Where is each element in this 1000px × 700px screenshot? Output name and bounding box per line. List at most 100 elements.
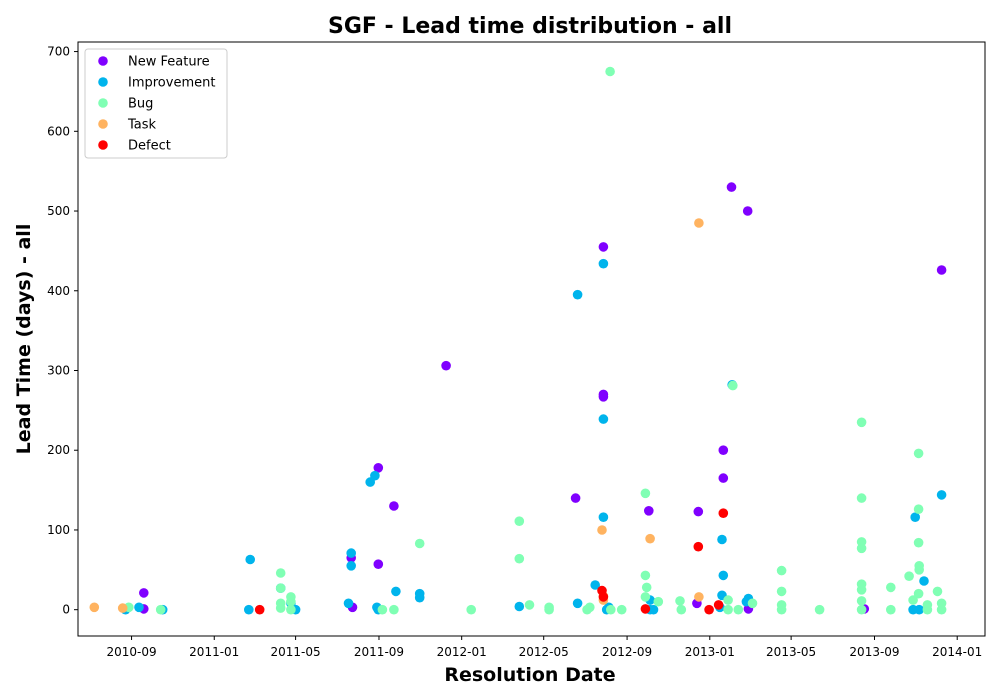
x-tick-label: 2013-01 [685,645,735,659]
data-point [747,598,758,609]
data-point [89,602,100,613]
legend-label: Improvement [128,76,215,91]
x-axis-ticks: 2010-09 2011-01 2011-05 2011-09 2012-01 2012-… [106,636,982,659]
data-point [134,602,144,613]
data-point [597,525,607,535]
data-point [514,601,525,612]
data-point [856,417,867,428]
data-point [704,604,714,615]
legend-marker [98,119,108,129]
data-point [572,598,583,609]
legend-marker [98,98,108,108]
data-point [414,592,425,603]
data-point [275,583,286,593]
data-point [856,493,867,503]
data-point [856,596,867,606]
data-point [904,571,914,581]
legend-label: Task [127,118,157,133]
data-point [373,559,384,569]
data-point [713,600,724,610]
data-point [856,543,867,554]
data-point [616,604,627,615]
data-point [389,604,399,615]
data-point [590,580,600,590]
data-point [919,576,929,586]
data-point [389,501,399,511]
data-point [254,604,265,615]
y-tick-label: 100 [47,523,70,537]
data-point [377,604,388,615]
data-point [814,604,825,615]
data-point [913,537,924,548]
x-tick-label: 2013-09 [849,645,899,659]
data-point [932,586,943,597]
data-point [645,533,655,544]
data-point [936,604,947,615]
data-point [718,570,729,581]
series-defect [254,508,729,615]
x-axis-label: Resolution Date [444,664,615,686]
data-point [914,565,924,575]
data-point [346,548,357,558]
data-point [694,218,704,228]
x-tick-label: 2011-09 [354,645,404,659]
data-point [514,516,525,526]
data-point [856,604,867,615]
data-point [694,592,704,602]
data-point [572,289,583,300]
data-point [908,595,918,605]
data-point [936,265,947,275]
data-point [640,488,651,499]
data-point [723,595,733,605]
x-tick-label: 2014-01 [932,645,982,659]
data-point [286,596,296,607]
data-point [286,604,296,615]
chart-title: SGF - Lead time distribution - all [328,14,732,39]
x-tick-label: 2013-05 [766,645,816,659]
data-point [598,592,609,602]
y-tick-label: 200 [47,443,70,457]
data-point [922,604,933,615]
y-axis-ticks: 0 100 200 300 400 500 600 700 [47,45,78,617]
legend-marker [98,77,108,87]
data-point [570,493,581,503]
data-point [644,506,654,516]
data-point [648,604,659,615]
x-tick-label: 2012-09 [602,645,652,659]
data-point [717,534,727,545]
data-point [373,463,384,473]
x-tick-label: 2011-01 [189,645,239,659]
plot-frame [77,41,986,637]
data-point [139,588,149,598]
data-point [726,182,737,192]
data-point [598,414,609,424]
data-point [910,512,920,522]
data-point [245,554,255,565]
data-point [640,592,651,602]
legend-label: Bug [128,97,153,112]
data-point [605,66,615,77]
data-point [544,604,554,615]
data-point [675,596,685,606]
data-point [913,448,924,459]
data-point [598,258,609,269]
data-point [640,570,651,581]
data-point [776,604,787,615]
x-tick-label: 2010-09 [106,645,156,659]
data-point [370,470,380,481]
data-point [244,604,254,615]
data-point [441,360,451,371]
legend-marker [98,56,108,66]
legend-label: New Feature [128,55,210,70]
data-point [524,600,535,610]
data-point [913,504,924,514]
data-point [391,586,401,597]
data-point [886,604,896,615]
data-point [718,445,729,456]
data-point [856,585,867,595]
y-tick-label: 300 [47,363,70,377]
legend-box [84,48,228,159]
legend-label: Defect [128,139,171,154]
data-point [886,582,896,593]
data-point [640,604,651,614]
